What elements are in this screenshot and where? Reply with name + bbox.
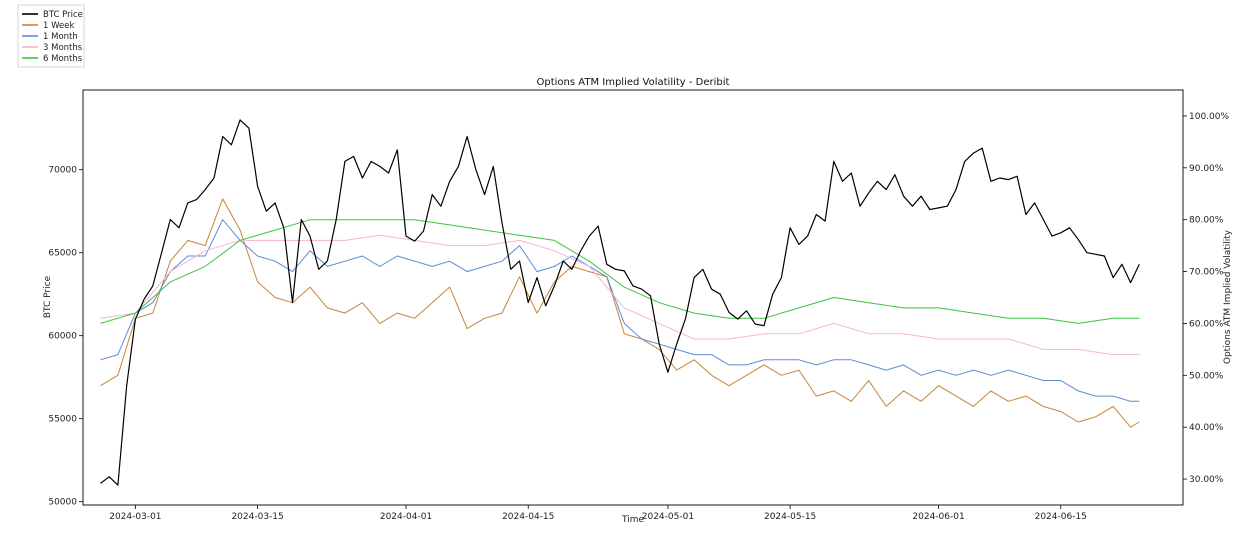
series-line-btc-price xyxy=(100,119,1140,486)
y-left-tick-label: 65000 xyxy=(48,249,77,259)
x-axis-title: Time xyxy=(621,515,644,525)
x-tick-label: 2024-05-01 xyxy=(642,512,694,522)
legend-label-1-month: 1 Month xyxy=(43,32,78,42)
series-line-1-week xyxy=(100,198,1140,428)
series-line-6-months xyxy=(100,219,1140,324)
series-line-1-month xyxy=(100,219,1140,402)
x-tick-label: 2024-05-15 xyxy=(764,512,816,522)
legend-label-6-months: 6 Months xyxy=(43,54,83,64)
y-axis-left: 50000 55000 60000 65000 70000 xyxy=(48,166,83,508)
legend-label-1-week: 1 Week xyxy=(43,21,74,31)
chart-title: Options ATM Implied Volatility - Deribit xyxy=(537,77,730,88)
x-tick-label: 2024-06-01 xyxy=(912,512,964,522)
x-tick-label: 2024-03-15 xyxy=(231,512,283,522)
legend-label-3-months: 3 Months xyxy=(43,43,83,53)
y-right-tick-label: 40.00% xyxy=(1189,423,1224,433)
y-right-tick-label: 100.00% xyxy=(1189,112,1229,122)
y-right-tick-label: 60.00% xyxy=(1189,319,1224,329)
x-tick-label: 2024-06-15 xyxy=(1035,512,1087,522)
x-tick-label: 2024-04-15 xyxy=(502,512,554,522)
y-right-tick-label: 70.00% xyxy=(1189,268,1224,278)
y-left-tick-label: 60000 xyxy=(48,332,77,342)
y-right-tick-label: 50.00% xyxy=(1189,371,1224,381)
series-layer xyxy=(100,119,1140,486)
y-axis-right: 30.00% 40.00% 50.00% 60.00% 70.00% 80.00% 90.0… xyxy=(1183,112,1229,485)
y-left-tick-label: 70000 xyxy=(48,166,77,176)
plot-frame xyxy=(82,89,1184,506)
legend-label-btc-price: BTC Price xyxy=(43,10,83,20)
y-left-tick-label: 55000 xyxy=(48,415,77,425)
x-axis: 2024-03-01 2024-03-15 2024-04-01 2024-04-15… xyxy=(109,505,1087,522)
y-right-tick-label: 30.00% xyxy=(1189,475,1224,485)
y-right-tick-label: 90.00% xyxy=(1189,164,1224,174)
y-right-tick-label: 80.00% xyxy=(1189,216,1224,226)
x-tick-label: 2024-04-01 xyxy=(380,512,432,522)
y-axis-right-title: Options ATM Implied Volatility xyxy=(1223,229,1233,364)
y-axis-left-title: BTC Price xyxy=(43,275,53,318)
x-tick-label: 2024-03-01 xyxy=(109,512,161,522)
y-left-tick-label: 50000 xyxy=(48,498,77,508)
series-line-3-months xyxy=(100,234,1140,356)
